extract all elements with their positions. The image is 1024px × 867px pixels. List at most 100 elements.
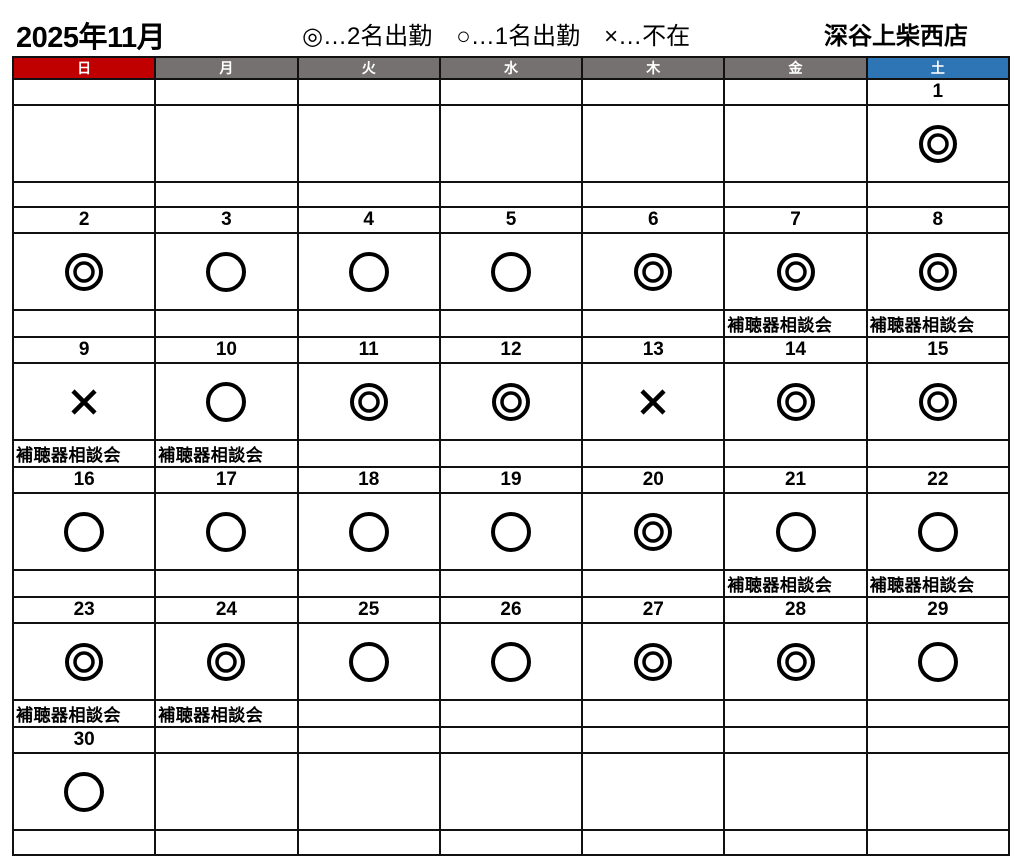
event-note	[438, 439, 584, 468]
double-circle-icon	[349, 382, 388, 421]
event-note	[154, 829, 299, 856]
week-mark-row	[11, 362, 1011, 441]
attendance-cell	[581, 752, 726, 831]
double-circle-icon	[634, 642, 673, 681]
day-number: 18	[296, 466, 441, 494]
attendance-cell	[723, 752, 868, 831]
day-number: 13	[581, 336, 726, 364]
day-number: 27	[581, 596, 726, 624]
event-note: 補聴器相談会	[865, 309, 1011, 338]
circle-icon	[348, 251, 389, 292]
attendance-cell	[11, 104, 157, 183]
event-note	[438, 699, 584, 728]
event-note	[11, 181, 157, 208]
legend-circle: ○…1名出勤	[456, 23, 581, 50]
weekday-header: 日	[11, 56, 157, 80]
double-circle-icon	[65, 642, 104, 681]
attendance-cell	[296, 752, 441, 831]
circle-icon	[490, 251, 531, 292]
attendance-cell	[438, 752, 584, 831]
attendance-cell	[11, 492, 157, 571]
day-number	[438, 78, 584, 106]
attendance-cell	[865, 362, 1011, 441]
event-note	[581, 829, 726, 856]
event-note	[723, 439, 868, 468]
attendance-cell	[11, 362, 157, 441]
event-note	[865, 829, 1011, 856]
double-circle-icon	[776, 252, 815, 291]
double-circle-icon	[776, 642, 815, 681]
week-mark-row	[11, 752, 1011, 831]
day-number: 30	[11, 726, 157, 754]
day-number	[296, 726, 441, 754]
event-note	[11, 569, 157, 598]
week-note-row: 補聴器相談会 補聴器相談会	[11, 439, 1011, 468]
day-number	[11, 78, 157, 106]
week-date-row: 9 10 11 12 13 14 15	[11, 336, 1011, 364]
week-date-row: 30	[11, 726, 1011, 754]
attendance-cell	[11, 232, 157, 311]
attendance-cell	[438, 622, 584, 701]
attendance-cell	[865, 752, 1011, 831]
circle-icon	[348, 511, 389, 552]
attendance-cell	[154, 362, 299, 441]
week-date-row: 16 17 18 19 20 21 22	[11, 466, 1011, 494]
weekday-header: 金	[723, 56, 868, 80]
circle-icon	[64, 771, 105, 812]
event-note	[438, 569, 584, 598]
circle-icon	[775, 511, 816, 552]
day-number: 19	[438, 466, 584, 494]
circle-icon	[490, 641, 531, 682]
attendance-cell	[438, 362, 584, 441]
event-note	[581, 439, 726, 468]
event-note	[296, 829, 441, 856]
day-number	[438, 726, 584, 754]
circle-icon	[64, 511, 105, 552]
attendance-cell	[11, 622, 157, 701]
circle-icon	[206, 511, 247, 552]
double-circle-icon	[207, 642, 246, 681]
day-number: 6	[581, 206, 726, 234]
event-note	[438, 181, 584, 208]
day-number: 3	[154, 206, 299, 234]
circle-icon	[206, 381, 247, 422]
week-date-row: 23 24 25 26 27 28 29	[11, 596, 1011, 624]
event-note: 補聴器相談会	[723, 309, 868, 338]
day-number: 12	[438, 336, 584, 364]
day-number: 14	[723, 336, 868, 364]
attendance-cell	[865, 622, 1011, 701]
attendance-cell	[296, 622, 441, 701]
event-note	[723, 699, 868, 728]
day-number: 1	[865, 78, 1011, 106]
day-number: 2	[11, 206, 157, 234]
event-note	[438, 829, 584, 856]
day-number: 20	[581, 466, 726, 494]
double-circle-icon	[918, 382, 957, 421]
attendance-cell	[581, 104, 726, 183]
day-number: 23	[11, 596, 157, 624]
attendance-cell	[154, 752, 299, 831]
day-number: 17	[154, 466, 299, 494]
day-number: 16	[11, 466, 157, 494]
event-note	[154, 309, 299, 338]
event-note	[296, 439, 441, 468]
double-circle-icon	[918, 252, 957, 291]
calendar-grid: 日月火水木金土 1 2 3 4 5 6 7 8 補聴器相談会 補聴器相談会 9 10 11 12 13 14 15…	[11, 56, 1011, 856]
attendance-cell	[438, 104, 584, 183]
day-number	[296, 78, 441, 106]
attendance-cell	[154, 622, 299, 701]
event-note: 補聴器相談会	[865, 569, 1011, 598]
event-note	[154, 181, 299, 208]
event-note	[723, 181, 868, 208]
event-note	[296, 699, 441, 728]
attendance-cell	[865, 492, 1011, 571]
circle-icon	[348, 641, 389, 682]
cross-icon	[640, 388, 666, 415]
attendance-cell	[296, 362, 441, 441]
event-note: 補聴器相談会	[154, 439, 299, 468]
attendance-cell	[438, 492, 584, 571]
attendance-cell	[296, 492, 441, 571]
day-number: 21	[723, 466, 868, 494]
event-note	[296, 569, 441, 598]
weekday-header: 火	[296, 56, 441, 80]
